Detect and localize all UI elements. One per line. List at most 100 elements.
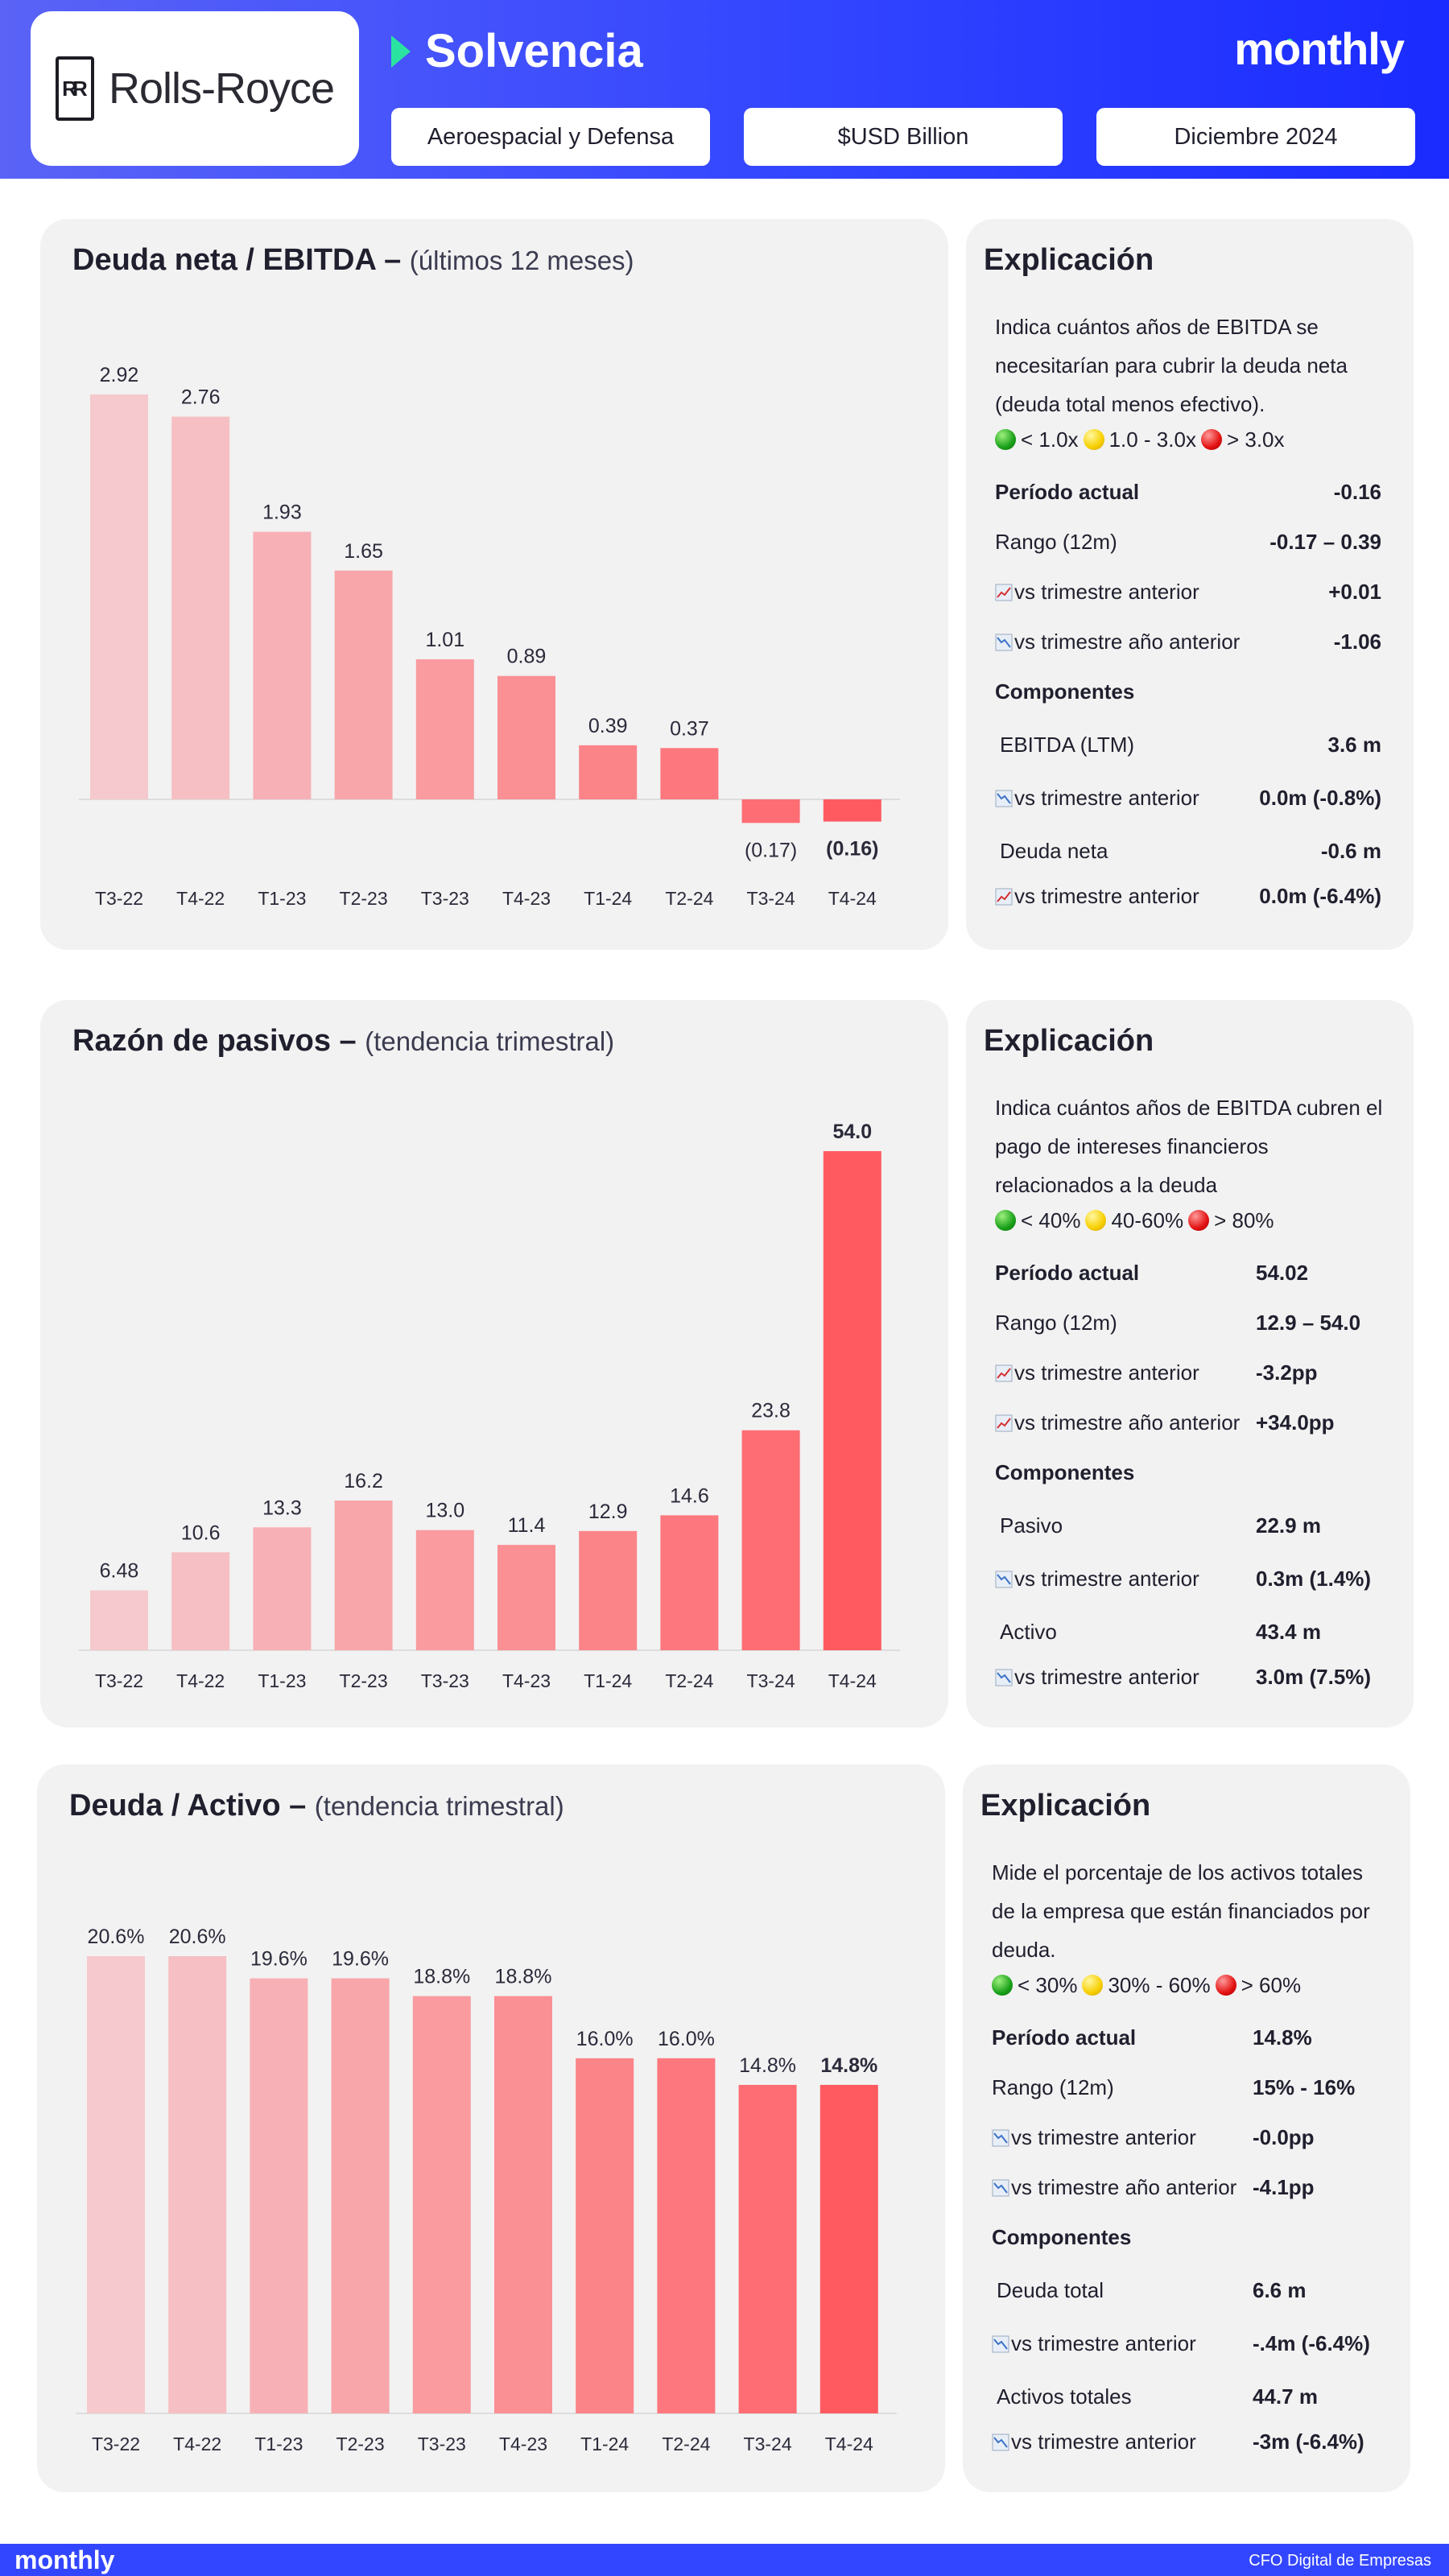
x-tick-label: T1-23 bbox=[258, 888, 306, 909]
x-tick-label: T2-23 bbox=[336, 2434, 385, 2454]
metric-label: vs trimestre anterior bbox=[995, 1567, 1381, 1591]
bar-T3-24 bbox=[741, 1430, 800, 1650]
x-tick-label: T4-22 bbox=[176, 1670, 225, 1691]
explanation-description: Indica cuántos años de EBITDA se necesit… bbox=[995, 308, 1389, 459]
chip-date[interactable]: Diciembre 2024 bbox=[1096, 108, 1415, 166]
x-tick-label: T1-24 bbox=[584, 1670, 632, 1691]
metric-label: Componentes bbox=[995, 679, 1381, 704]
footer: monthly CFO Digital de Empresas bbox=[0, 2544, 1449, 2576]
data-label: 18.8% bbox=[495, 1966, 552, 1988]
data-label: 10.6 bbox=[181, 1521, 221, 1544]
metric-label: Componentes bbox=[992, 2225, 1378, 2250]
data-label: (0.16) bbox=[826, 838, 878, 861]
x-tick-label: T3-23 bbox=[421, 1670, 469, 1691]
metric-label: Período actual bbox=[995, 1261, 1381, 1286]
data-label: 13.0 bbox=[425, 1500, 464, 1522]
data-label: 23.8 bbox=[751, 1400, 791, 1422]
metric-value: -3m (-6.4%) bbox=[1253, 2429, 1364, 2454]
data-label: 54.0 bbox=[832, 1121, 872, 1143]
x-tick-label: T2-24 bbox=[665, 888, 713, 909]
metric-value: 0.3m (1.4%) bbox=[1256, 1567, 1372, 1591]
metric-value: -0.17 – 0.39 bbox=[1269, 530, 1381, 554]
bar-T1-23 bbox=[253, 1527, 312, 1650]
bar-T1-24 bbox=[576, 2058, 634, 2413]
bar-T3-22 bbox=[87, 1956, 145, 2413]
x-tick-label: T2-24 bbox=[662, 2434, 710, 2454]
trend-up-icon bbox=[995, 1414, 1013, 1431]
metric-label: Componentes bbox=[995, 1460, 1381, 1485]
bar-T2-24 bbox=[660, 748, 719, 799]
metric-label-text: vs trimestre anterior bbox=[1011, 2429, 1196, 2454]
metric-row: vs trimestre anterior 0.0m (-0.8%) bbox=[995, 786, 1381, 811]
metric-label-text: Pasivo bbox=[1000, 1513, 1063, 1538]
footer-brand: monthly bbox=[14, 2545, 115, 2574]
metric-label: vs trimestre anterior bbox=[992, 2429, 1378, 2454]
bar-T3-22 bbox=[90, 1590, 148, 1650]
bar-T4-22 bbox=[168, 1956, 227, 2413]
metric-label-text: Componentes bbox=[992, 2225, 1132, 2249]
metric-label: vs trimestre anterior bbox=[995, 884, 1381, 909]
metric-value: 0.0m (-6.4%) bbox=[1259, 884, 1381, 908]
x-tick-label: T4-23 bbox=[499, 2434, 547, 2454]
metric-label: vs trimestre anterior bbox=[995, 580, 1381, 605]
metric-value: 43.4 m bbox=[1256, 1620, 1321, 1644]
metric-label-text: vs trimestre año anterior bbox=[1011, 2175, 1237, 2199]
data-label: 16.0% bbox=[658, 2028, 715, 2050]
metric-label: vs trimestre anterior bbox=[995, 1665, 1381, 1690]
green-dot-icon bbox=[995, 429, 1016, 450]
x-tick-label: T3-22 bbox=[92, 2434, 140, 2454]
chip-currency[interactable]: $USD Billion bbox=[744, 108, 1063, 166]
bar-T4-23 bbox=[497, 675, 555, 799]
yellow-dot-icon bbox=[1082, 1975, 1104, 1996]
metric-row: vs trimestre anterior +0.01 bbox=[995, 580, 1381, 605]
bar-T3-24 bbox=[738, 2084, 797, 2413]
trend-down-icon bbox=[995, 1571, 1013, 1587]
metric-label: Pasivo bbox=[995, 1513, 1381, 1538]
page-title: Solvencia bbox=[425, 25, 643, 77]
bar-T2-23 bbox=[331, 1978, 390, 2413]
x-tick-label: T1-23 bbox=[258, 1670, 306, 1691]
metric-label-text: vs trimestre año anterior bbox=[1014, 1410, 1241, 1435]
metric-value: -.4m (-6.4%) bbox=[1253, 2331, 1370, 2355]
metric-value: 54.02 bbox=[1256, 1261, 1309, 1285]
explanation-panel-3: Explicación Mide el porcentaje de los ac… bbox=[963, 1765, 1410, 2492]
x-tick-label: T4-23 bbox=[502, 888, 551, 909]
bar-T2-24 bbox=[657, 2058, 716, 2413]
metric-label: Deuda neta bbox=[995, 839, 1381, 864]
metric-row: Período actual -0.16 bbox=[995, 480, 1381, 505]
company-logo: RR Rolls-Royce bbox=[31, 11, 359, 166]
green-dot-icon bbox=[995, 1210, 1016, 1231]
data-label: 6.48 bbox=[100, 1560, 139, 1583]
metric-row: vs trimestre año anterior +34.0pp bbox=[995, 1410, 1381, 1435]
metric-row: Deuda neta -0.6 m bbox=[995, 839, 1381, 864]
metric-label: Período actual bbox=[995, 480, 1381, 505]
red-dot-icon bbox=[1200, 429, 1222, 450]
data-label: 13.3 bbox=[262, 1496, 302, 1519]
bar-T4-22 bbox=[171, 1552, 230, 1650]
metric-label-text: vs trimestre anterior bbox=[1014, 884, 1199, 908]
data-label: 2.76 bbox=[181, 386, 221, 409]
bar-T1-23 bbox=[250, 1978, 308, 2413]
metric-row: Deuda total 6.6 m bbox=[992, 2278, 1378, 2303]
bar-T4-23 bbox=[497, 1545, 555, 1650]
x-tick-label: T4-22 bbox=[176, 888, 225, 909]
metric-row: vs trimestre anterior -3.2pp bbox=[995, 1360, 1381, 1385]
metric-row: Período actual 14.8% bbox=[992, 2025, 1378, 2050]
x-tick-label: T3-24 bbox=[747, 1670, 795, 1691]
data-label: 1.01 bbox=[425, 629, 464, 651]
metric-value: 3.6 m bbox=[1327, 733, 1382, 757]
metric-value: 14.8% bbox=[1253, 2025, 1312, 2050]
metric-row: vs trimestre anterior 3.0m (7.5%) bbox=[995, 1665, 1381, 1690]
x-tick-label: T3-22 bbox=[95, 888, 143, 909]
data-label: 2.92 bbox=[100, 364, 139, 386]
metric-label: vs trimestre anterior bbox=[992, 2125, 1378, 2150]
metric-label: vs trimestre anterior bbox=[995, 1360, 1381, 1385]
bar-T3-23 bbox=[415, 1530, 474, 1650]
bar-T3-24 bbox=[741, 799, 800, 824]
trend-up-icon bbox=[995, 1364, 1013, 1381]
explanation-title: Explicación bbox=[984, 1024, 1154, 1058]
chart-deuda-ebitda: 2.92 T3-22 2.76 T4-22 1.93 T1-23 1.65 T2-23 1.01… bbox=[79, 364, 900, 909]
metric-value: 12.9 – 54.0 bbox=[1256, 1311, 1361, 1335]
chip-sector[interactable]: Aeroespacial y Defensa bbox=[391, 108, 710, 166]
data-label: 20.6% bbox=[88, 1926, 145, 1948]
